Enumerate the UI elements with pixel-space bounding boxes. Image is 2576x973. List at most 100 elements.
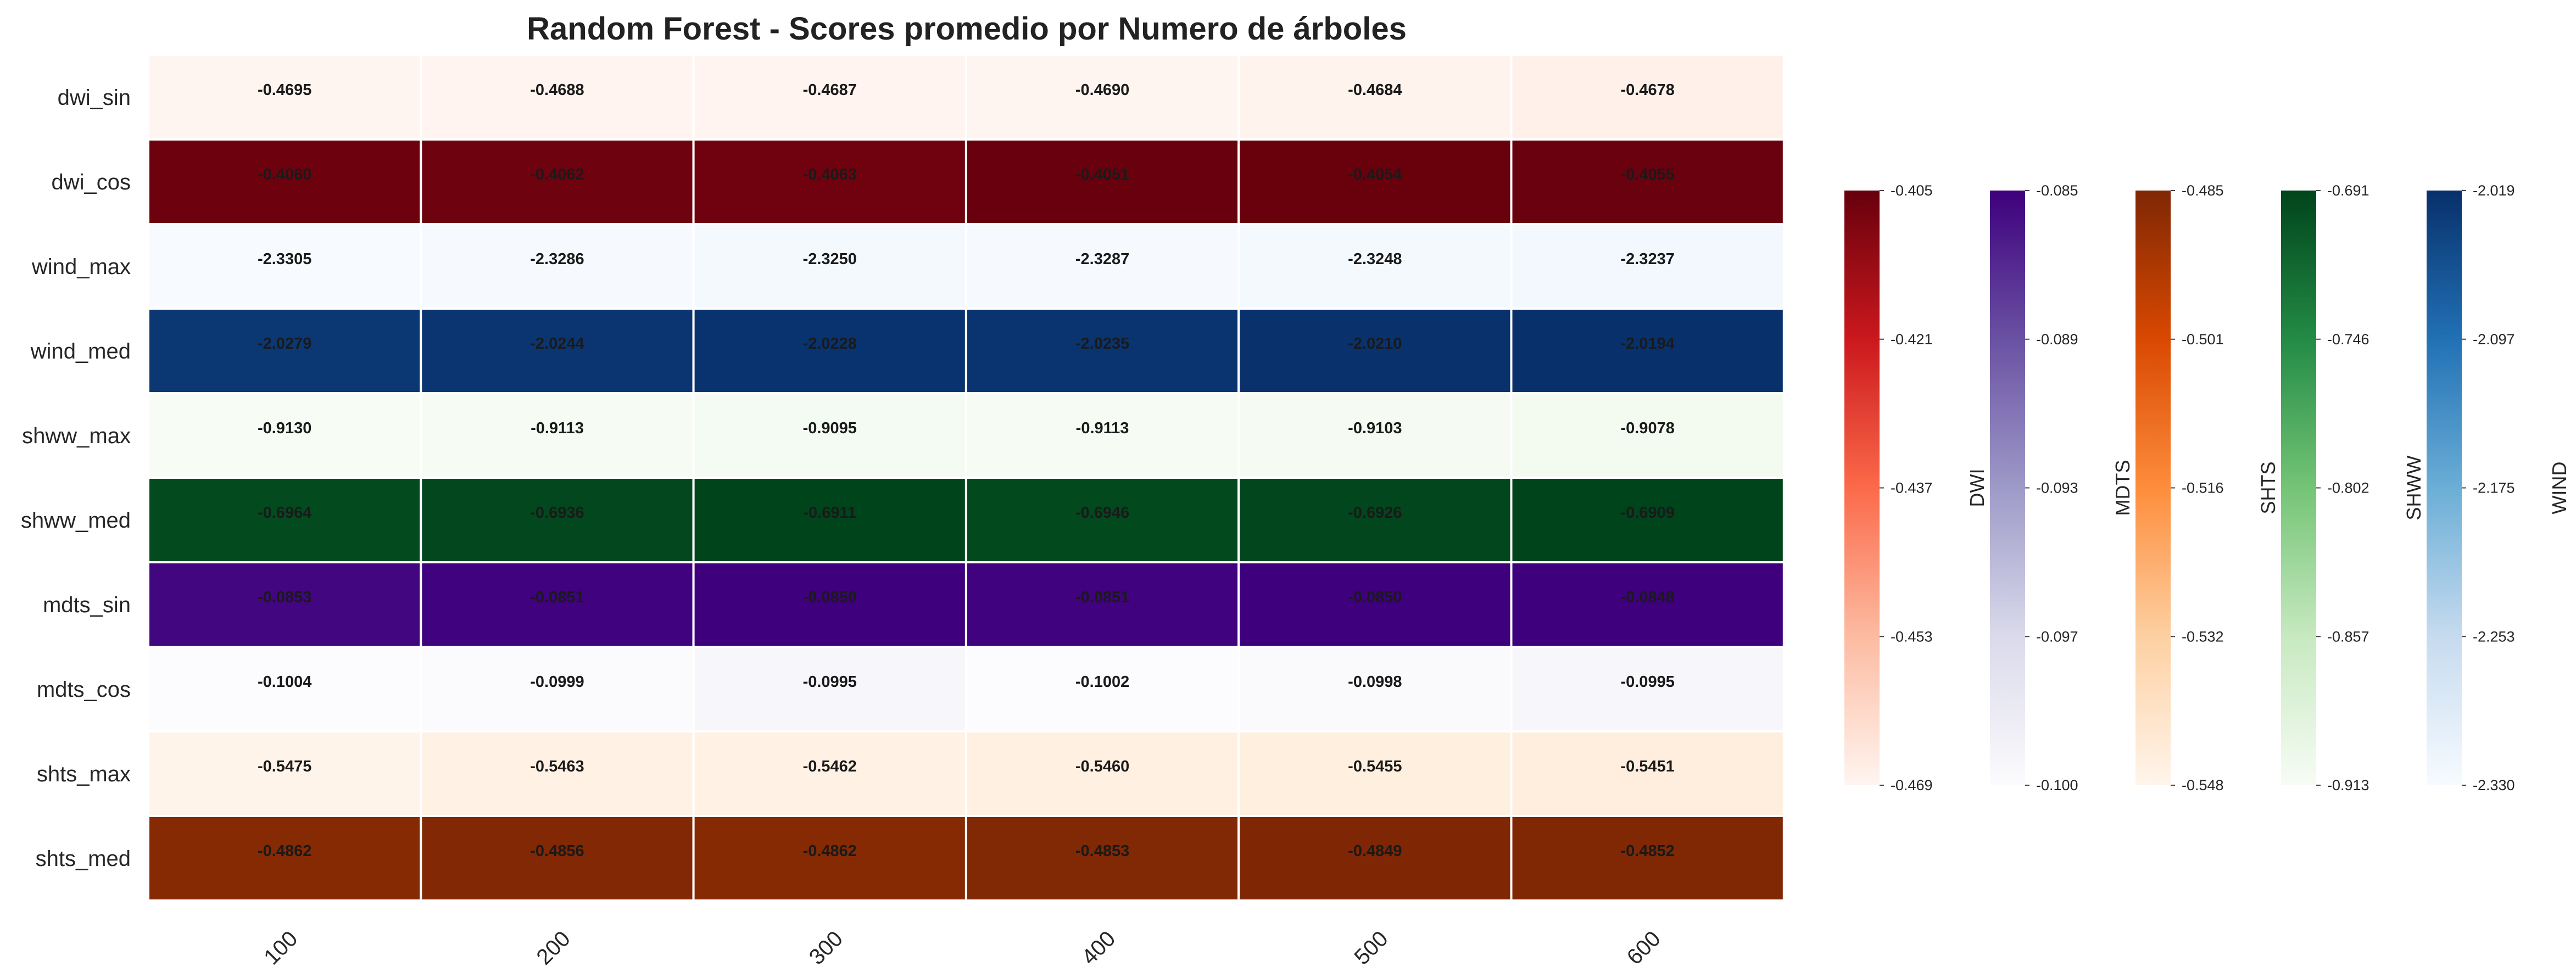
heatmap-cell-shww_max-400 <box>964 392 1240 479</box>
heatmap-cell-wind_max-400 <box>964 223 1240 310</box>
heatmap-cell-dwi_cos-400 <box>964 138 1240 225</box>
cell-value-wind_med-100: -2.0279 <box>258 335 311 353</box>
heatmap-cell-mdts_sin-100 <box>147 561 422 648</box>
colorbar-tick-dwi: -0.405 <box>1891 182 1933 199</box>
x-tick-300: 300 <box>805 926 847 969</box>
colorbar-tick-shts: -0.516 <box>2182 480 2224 496</box>
heatmap-cell-mdts_cos-400 <box>964 646 1240 732</box>
x-tick-600: 600 <box>1622 926 1665 969</box>
heatmap-cell-shts_med-100 <box>147 815 422 902</box>
row-label-wind_max: wind_max <box>31 255 131 279</box>
cell-value-mdts_cos-200: -0.0999 <box>530 673 584 691</box>
cell-value-shts_max-500: -0.5455 <box>1348 758 1402 775</box>
cell-value-wind_med-300: -2.0228 <box>803 335 857 353</box>
row-label-shts_med: shts_med <box>36 847 131 871</box>
cell-value-shww_max-200: -0.9113 <box>531 420 584 437</box>
heatmap-cell-dwi_cos-600 <box>1510 138 1785 225</box>
heatmap-cell-shts_med-600 <box>1510 815 1785 902</box>
cell-value-wind_max-300: -2.3250 <box>803 250 857 268</box>
colorbar-shww <box>2281 191 2316 785</box>
heatmap-cell-dwi_sin-300 <box>692 54 967 141</box>
heatmap-cells: -0.4695 -0.4688 -0.4687 -0.4690 -0.4684 -0.46… <box>147 54 1785 902</box>
chart-title: Random Forest - Scores promedio por Nume… <box>527 11 1407 47</box>
cell-value-shww_med-500: -0.6926 <box>1348 504 1402 522</box>
cell-value-shts_max-200: -0.5463 <box>530 758 584 775</box>
heatmap-cell-wind_med-200 <box>420 307 695 394</box>
cell-value-shts_max-400: -0.5460 <box>1075 758 1129 775</box>
cell-value-dwi_cos-600: -0.4055 <box>1620 166 1674 183</box>
cell-value-shts_med-600: -0.4852 <box>1620 842 1674 860</box>
colorbar-wind <box>2427 191 2462 785</box>
colorbar-tick-mdts: -0.100 <box>2036 777 2078 793</box>
cell-value-dwi_sin-600: -0.4678 <box>1620 81 1674 99</box>
cell-value-shww_max-400: -0.9113 <box>1076 420 1129 437</box>
cell-value-mdts_sin-200: -0.0851 <box>530 589 584 606</box>
heatmap-cell-mdts_sin-400 <box>964 561 1240 648</box>
colorbar-tick-dwi: -0.421 <box>1891 331 1933 348</box>
cell-value-shts_med-400: -0.4853 <box>1075 842 1129 860</box>
colorbar-tick-dwi: -0.453 <box>1891 628 1933 645</box>
heatmap-cell-shts_max-300 <box>692 730 967 817</box>
colorbar-shts <box>2135 191 2171 785</box>
heatmap-cell-shts_max-600 <box>1510 730 1785 817</box>
cell-value-dwi_sin-400: -0.4690 <box>1075 81 1129 99</box>
cell-value-mdts_sin-500: -0.0850 <box>1348 589 1402 606</box>
cell-value-shts_med-100: -0.4862 <box>258 842 311 860</box>
colorbar-label-mdts: MDTS <box>2111 460 2134 516</box>
cell-value-wind_max-200: -2.3286 <box>530 250 584 268</box>
heatmap-cell-mdts_cos-100 <box>147 646 422 732</box>
cell-value-dwi_cos-300: -0.4063 <box>803 166 857 183</box>
colorbar-tick-mdts: -0.085 <box>2036 182 2078 199</box>
cell-value-shts_max-300: -0.5462 <box>803 758 857 775</box>
cell-value-shts_max-100: -0.5475 <box>258 758 311 775</box>
cell-value-dwi_sin-500: -0.4684 <box>1348 81 1402 99</box>
heatmap-cell-shts_max-200 <box>420 730 695 817</box>
heatmap-cell-wind_max-200 <box>420 223 695 310</box>
cell-value-shww_med-400: -0.6946 <box>1075 504 1129 522</box>
cell-value-mdts_sin-600: -0.0848 <box>1620 589 1674 606</box>
heatmap-cell-shts_med-200 <box>420 815 695 902</box>
cell-value-dwi_sin-300: -0.4687 <box>803 81 857 99</box>
heatmap-cell-wind_med-300 <box>692 307 967 394</box>
cell-value-dwi_sin-200: -0.4688 <box>530 81 584 99</box>
cell-value-wind_med-400: -2.0235 <box>1075 335 1129 353</box>
heatmap-cell-mdts_cos-500 <box>1237 646 1513 732</box>
cell-value-shww_med-300: -0.6911 <box>803 504 856 522</box>
colorbar-tick-shww: -0.913 <box>2327 777 2369 793</box>
colorbar-tick-shts: -0.485 <box>2182 182 2224 199</box>
heatmap-cell-dwi_sin-600 <box>1510 54 1785 141</box>
row-label-shts_max: shts_max <box>37 762 131 786</box>
cell-value-mdts_cos-600: -0.0995 <box>1620 673 1674 691</box>
colorbar-tick-shts: -0.532 <box>2182 628 2224 645</box>
cell-value-shts_med-500: -0.4849 <box>1348 842 1402 860</box>
row-label-shww_max: shww_max <box>22 424 131 448</box>
colorbar-tick-shww: -0.802 <box>2327 480 2369 496</box>
heatmap-cell-shww_max-100 <box>147 392 422 479</box>
cell-value-mdts_cos-400: -0.1002 <box>1075 673 1129 691</box>
heatmap-cell-mdts_sin-300 <box>692 561 967 648</box>
cell-value-dwi_cos-200: -0.4062 <box>530 166 584 183</box>
colorbar-tick-wind: -2.019 <box>2473 182 2515 199</box>
colorbar-tick-wind: -2.175 <box>2473 480 2515 496</box>
heatmap-cell-wind_max-600 <box>1510 223 1785 310</box>
colorbar-tick-shts: -0.501 <box>2182 331 2224 348</box>
heatmap-cell-mdts_cos-600 <box>1510 646 1785 732</box>
heatmap-cell-wind_med-600 <box>1510 307 1785 394</box>
cell-value-wind_med-500: -2.0210 <box>1348 335 1402 353</box>
heatmap-cell-shts_max-100 <box>147 730 422 817</box>
row-label-wind_med: wind_med <box>30 339 131 364</box>
cell-value-dwi_cos-500: -0.4054 <box>1348 166 1402 183</box>
cell-value-mdts_cos-100: -0.1004 <box>258 673 311 691</box>
heatmap-cell-wind_max-500 <box>1237 223 1513 310</box>
cell-value-wind_max-100: -2.3305 <box>258 250 311 268</box>
cell-value-shts_max-600: -0.5451 <box>1620 758 1674 775</box>
heatmap-cell-shts_med-300 <box>692 815 967 902</box>
cell-value-mdts_cos-300: -0.0995 <box>803 673 857 691</box>
cell-value-dwi_cos-100: -0.4060 <box>258 166 311 183</box>
colorbar-tick-wind: -2.097 <box>2473 331 2515 348</box>
colorbar-tick-shww: -0.691 <box>2327 182 2369 199</box>
cell-value-mdts_sin-100: -0.0853 <box>258 589 311 606</box>
heatmap-cell-shww_max-600 <box>1510 392 1785 479</box>
cell-value-shts_med-300: -0.4862 <box>803 842 857 860</box>
